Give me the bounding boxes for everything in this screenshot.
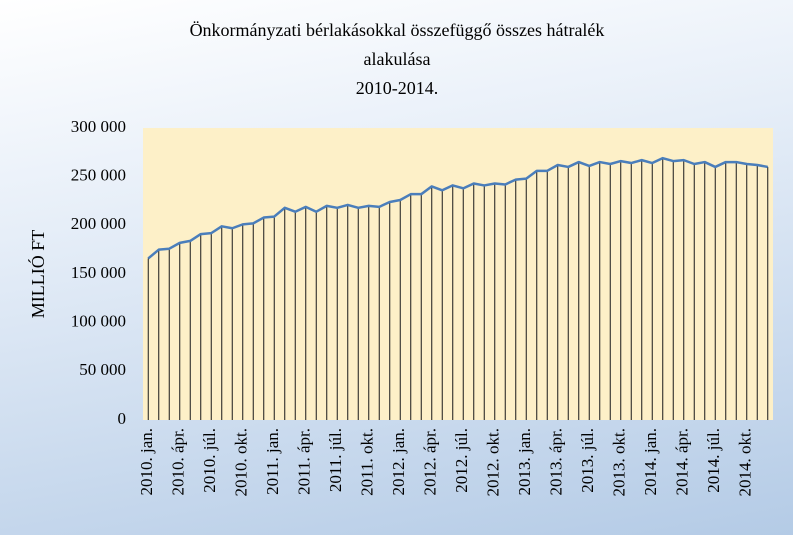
- x-tick-label: 2013. jan.: [515, 428, 534, 496]
- x-tick-label: 2014. jan.: [641, 428, 660, 496]
- x-tick-label: 2011. ápr.: [295, 428, 314, 495]
- y-tick-label: 200 000: [71, 214, 126, 233]
- y-tick-label: 0: [118, 409, 127, 428]
- y-tick-label: 150 000: [71, 263, 126, 282]
- y-tick-label: 300 000: [71, 117, 126, 136]
- x-tick-label: 2014. ápr.: [673, 428, 692, 496]
- x-tick-label: 2013. ápr.: [547, 428, 566, 496]
- x-tick-label: 2014. júl.: [704, 428, 723, 493]
- y-tick-label: 250 000: [71, 166, 126, 185]
- x-tick-label: 2011. jan.: [263, 428, 282, 495]
- x-tick-label: 2010. júl.: [200, 428, 219, 493]
- y-tick-label: 100 000: [71, 312, 126, 331]
- y-tick-label: 50 000: [79, 360, 126, 379]
- x-tick-label: 2012. okt.: [484, 428, 503, 496]
- x-tick-label: 2014. okt.: [736, 428, 755, 496]
- x-tick-label: 2013. okt.: [610, 428, 629, 496]
- y-axis-label: MILLIÓ FT: [27, 230, 48, 319]
- chart-title: Önkormányzati bérlakásokkal összefüggő ö…: [190, 20, 605, 40]
- x-tick-label: 2010. okt.: [232, 428, 251, 496]
- x-tick-label: 2012. júl.: [452, 428, 471, 493]
- chart-title: 2010-2014.: [356, 78, 439, 98]
- chart-title: alakulása: [364, 49, 431, 69]
- x-tick-label: 2012. ápr.: [421, 428, 440, 496]
- x-tick-label: 2012. jan.: [389, 428, 408, 496]
- x-tick-label: 2010. jan.: [137, 428, 156, 496]
- x-tick-label: 2010. ápr.: [169, 428, 188, 496]
- data-line: [147, 156, 768, 260]
- x-tick-label: 2013. júl.: [578, 428, 597, 493]
- plot-area: [143, 128, 773, 420]
- x-tick-label: 2011. okt.: [358, 428, 377, 496]
- x-tick-label: 2011. júl.: [326, 428, 345, 492]
